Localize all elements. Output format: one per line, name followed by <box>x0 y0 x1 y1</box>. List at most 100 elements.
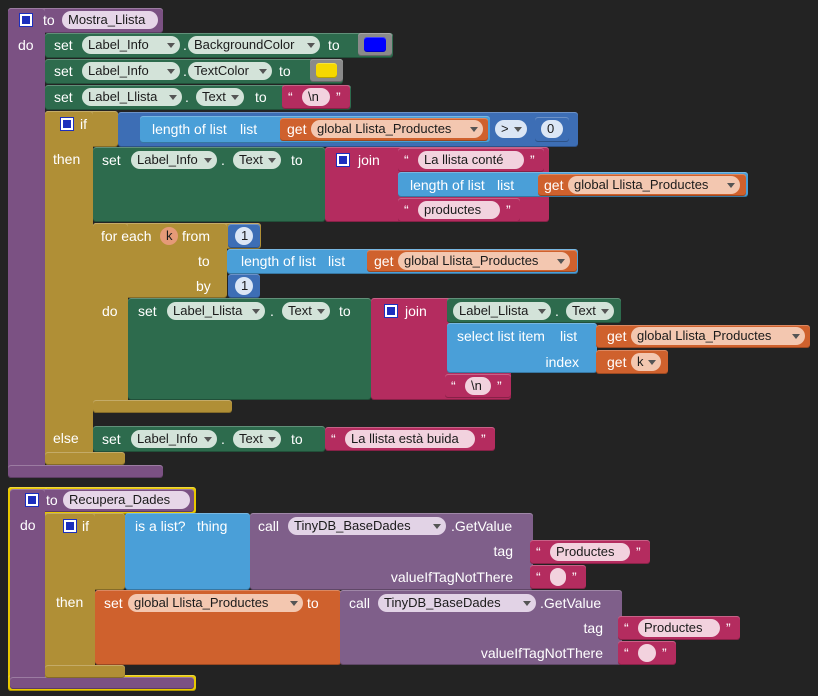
dropdown-arrow <box>523 601 531 606</box>
field-pill[interactable]: BackgroundColor <box>188 36 320 54</box>
field-pill[interactable]: TinyDB_BaseDades <box>378 594 536 612</box>
text-field[interactable]: productes <box>418 201 500 219</box>
loop-variable[interactable]: k <box>160 227 178 245</box>
field-pill[interactable]: Label_Info <box>131 430 217 448</box>
text-field[interactable]: Productes <box>638 619 720 637</box>
dropdown-arrow <box>514 127 522 132</box>
block-label: list <box>497 177 515 193</box>
block-label: tag <box>583 620 603 636</box>
text-field[interactable]: \n <box>465 377 491 395</box>
field-pill[interactable]: global Llista_Productes <box>311 120 483 138</box>
mutator-icon[interactable] <box>61 118 73 130</box>
mutator-icon[interactable] <box>385 305 397 317</box>
mutator-icon[interactable] <box>64 520 76 532</box>
field-pill[interactable]: Text <box>282 302 330 320</box>
field-pill[interactable]: Text <box>233 151 281 169</box>
number-field[interactable]: 1 <box>235 227 253 245</box>
block-label: from <box>182 228 210 244</box>
operator-pill[interactable]: > <box>495 120 527 138</box>
field-pill[interactable]: k <box>631 353 661 371</box>
field-pill[interactable]: Label_Llista <box>167 302 265 320</box>
procedure-block[interactable] <box>10 489 45 689</box>
block-label: do <box>102 303 118 319</box>
dropdown-arrow <box>792 334 800 339</box>
number-field[interactable]: 0 <box>541 120 563 138</box>
if-block[interactable] <box>45 513 95 678</box>
mutator-icon[interactable] <box>26 494 38 506</box>
procedure-block[interactable] <box>8 8 45 478</box>
field-pill[interactable]: TinyDB_BaseDades <box>288 517 446 535</box>
block-label: . <box>183 63 187 79</box>
field-pill[interactable]: Label_Llista <box>453 302 551 320</box>
block-label: for each <box>101 228 152 244</box>
block-label: set <box>102 431 121 447</box>
field-pill[interactable]: Label_Llista <box>82 88 182 106</box>
text-field[interactable]: Productes <box>550 543 630 561</box>
color-swatch[interactable] <box>316 63 337 78</box>
dropdown-arrow <box>648 360 656 365</box>
block-label: list <box>328 253 346 269</box>
block-label: set <box>104 595 123 611</box>
field-pill[interactable]: global Llista_Productes <box>128 594 303 612</box>
field-pill[interactable]: Label_Info <box>131 151 217 169</box>
block-label: . <box>183 37 187 53</box>
select-item-block[interactable] <box>447 323 597 373</box>
mutator-icon[interactable] <box>20 14 32 26</box>
block-label: then <box>56 594 84 610</box>
dropdown-arrow <box>433 524 441 529</box>
block-label: tag <box>493 543 513 559</box>
text-field[interactable] <box>550 568 566 586</box>
is-list-block[interactable] <box>125 513 250 590</box>
field-pill[interactable]: Label_Info <box>82 62 180 80</box>
mutator-icon[interactable] <box>337 154 349 166</box>
block-label: join <box>358 152 380 168</box>
block-label: get <box>607 328 627 344</box>
block-label: list <box>240 121 258 137</box>
for-each-block[interactable] <box>93 223 128 413</box>
number-field[interactable]: 1 <box>235 277 253 295</box>
block-label: to <box>46 492 58 508</box>
block-label: by <box>196 278 211 294</box>
block-label: index <box>545 354 579 370</box>
block-label: to <box>43 12 55 28</box>
field-pill[interactable]: Text <box>566 302 614 320</box>
color-swatch[interactable] <box>364 37 386 52</box>
procedure-block[interactable] <box>10 677 194 689</box>
procedure-name[interactable]: Mostra_Llista <box>62 11 158 29</box>
field-pill[interactable]: Label_Info <box>82 36 180 54</box>
field-pill[interactable]: Text <box>233 430 281 448</box>
dropdown-arrow <box>167 43 175 48</box>
field-pill[interactable]: Text <box>196 88 244 106</box>
if-block[interactable] <box>45 665 125 678</box>
block-label: set <box>138 303 157 319</box>
block-label: set <box>54 37 73 53</box>
field-pill[interactable]: global Llista_Productes <box>631 327 805 345</box>
for-each-block[interactable] <box>93 400 232 413</box>
block-label: get <box>607 354 627 370</box>
block-label: get <box>287 121 307 137</box>
block-label: thing <box>197 518 228 534</box>
block-label: to <box>198 253 210 269</box>
block-label: then <box>53 151 81 167</box>
quote: “ <box>536 544 541 560</box>
dropdown-arrow <box>601 309 609 314</box>
dropdown-arrow <box>290 601 298 606</box>
if-block[interactable] <box>45 111 93 465</box>
text-field[interactable]: \n <box>302 88 330 106</box>
block-label: to <box>307 595 319 611</box>
block-label: call <box>258 518 280 534</box>
quote: “ <box>536 569 541 585</box>
field-pill[interactable]: TextColor <box>188 62 272 80</box>
text-field[interactable]: La llista conté <box>418 151 524 169</box>
block-label: valueIfTagNotThere <box>390 569 513 585</box>
procedure-name[interactable]: Recupera_Dades <box>63 491 190 509</box>
field-pill[interactable]: global Llista_Productes <box>398 252 570 270</box>
quote: ” <box>726 620 731 636</box>
field-pill[interactable]: global Llista_Productes <box>568 176 740 194</box>
text-field[interactable]: La llista està buida <box>345 430 475 448</box>
block-label: if <box>80 116 87 132</box>
if-block[interactable] <box>45 452 125 465</box>
procedure-block[interactable] <box>8 465 163 478</box>
text-field[interactable] <box>638 644 656 662</box>
